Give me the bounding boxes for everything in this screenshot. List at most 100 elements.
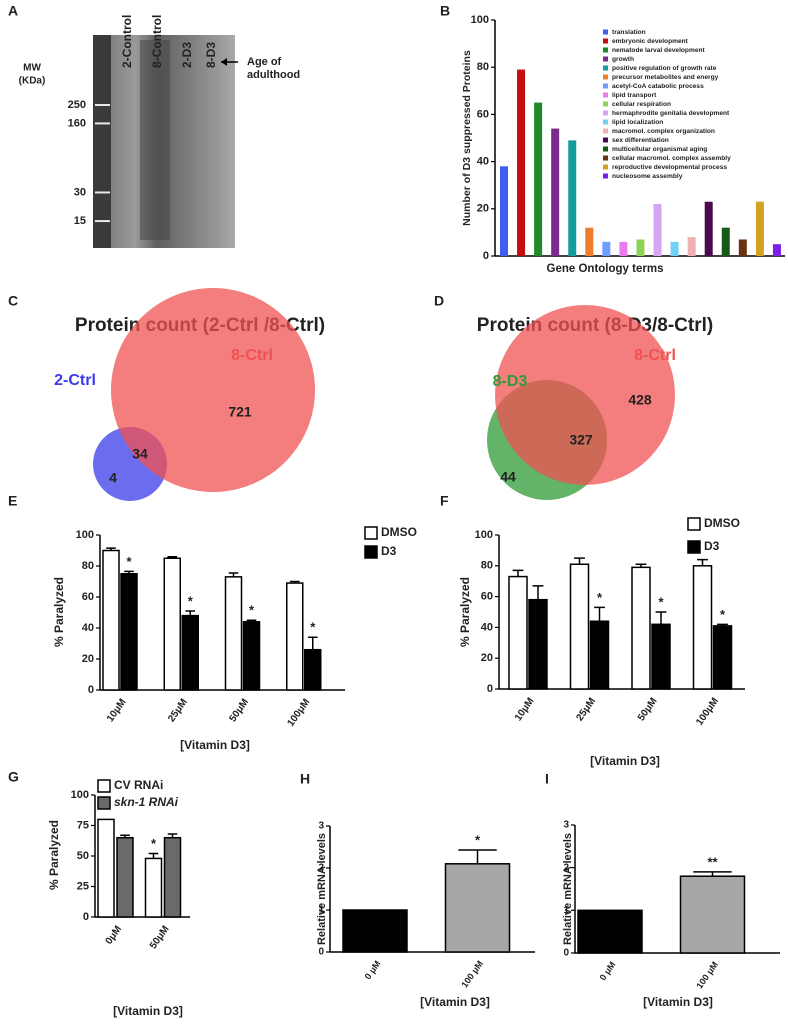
count-label: 721 <box>228 404 252 420</box>
error-bar <box>124 570 134 574</box>
lane-label: 8-Control <box>150 15 164 68</box>
y-tick-label: 100 <box>475 529 493 541</box>
y-tick-label: 0 <box>483 250 489 262</box>
bar <box>772 244 781 256</box>
x-axis-label: [Vitamin D3] <box>113 1004 183 1018</box>
gel-lane <box>140 40 170 240</box>
legend-label: DMSO <box>704 516 740 530</box>
x-tick-label: 100μM <box>694 696 721 728</box>
y-tick-label: 100 <box>471 14 489 26</box>
bar <box>636 239 645 256</box>
error-bar <box>594 606 605 622</box>
bar <box>619 241 628 256</box>
legend-label: multicellular organismal aging <box>612 146 707 153</box>
y-tick-label: 20 <box>477 203 489 215</box>
bar <box>163 557 181 691</box>
legend-label: cellular respiration <box>612 101 671 108</box>
bar <box>679 875 746 954</box>
x-tick-label: 10μM <box>513 696 537 723</box>
venn-circle <box>111 288 315 492</box>
significance-mark: * <box>597 590 603 605</box>
bar <box>712 625 733 690</box>
annotation: adulthood <box>247 69 300 81</box>
panel-label: E <box>8 493 17 509</box>
legend-label: nucleosome assembly <box>612 173 683 180</box>
bar <box>120 573 138 691</box>
legend-label: reproductive developmental process <box>612 164 727 171</box>
legend-swatch <box>603 38 608 44</box>
y-axis-label: % Paralyzed <box>52 577 66 647</box>
error-bar <box>185 610 196 616</box>
bar <box>602 241 611 256</box>
lane-label: 2-D3 <box>180 42 194 68</box>
y-tick-label: 60 <box>481 591 493 603</box>
bar <box>568 140 577 256</box>
marker-label: 30 <box>74 186 86 198</box>
legend-swatch <box>603 119 608 125</box>
significance-mark: * <box>126 554 132 569</box>
legend-label: sex differentiation <box>612 137 669 144</box>
error-bar <box>167 833 178 838</box>
bar <box>242 621 261 691</box>
y-tick-label: 100 <box>76 529 94 541</box>
bar <box>692 565 713 690</box>
legend-label: translation <box>612 29 646 36</box>
marker-label: 15 <box>74 215 86 227</box>
x-tick-label: 0 μM <box>598 960 618 983</box>
y-tick-label: 0 <box>83 911 89 923</box>
bar <box>704 201 713 256</box>
x-tick-label: 0μM <box>104 924 124 947</box>
marker-lane <box>93 35 111 248</box>
legend-swatch <box>603 155 608 161</box>
legend-swatch <box>603 101 608 107</box>
y-tick-label: 75 <box>77 819 89 831</box>
bar <box>342 909 408 953</box>
x-tick-label: 25μM <box>166 697 190 724</box>
bar <box>631 566 651 690</box>
y-axis-label: Relative mRNA levels <box>316 833 328 945</box>
legend-swatch <box>603 47 608 53</box>
annotation: Age of <box>247 56 282 68</box>
x-axis-label: [Vitamin D3] <box>180 738 250 752</box>
lane-label: 8-D3 <box>204 42 218 68</box>
bar <box>144 857 163 918</box>
bar <box>500 166 508 256</box>
bar <box>569 563 590 690</box>
y-tick-label: 40 <box>82 622 94 634</box>
bar <box>286 582 304 691</box>
error-bar <box>120 834 130 838</box>
bar <box>444 863 511 953</box>
x-axis-label: [Vitamin D3] <box>420 995 490 1009</box>
legend-label: macromol. complex organization <box>612 128 715 135</box>
set-label: 2-Ctrl <box>54 372 96 389</box>
y-tick-label: 2 <box>563 862 569 873</box>
legend-swatch <box>603 146 608 152</box>
legend-label: embryonic development <box>612 38 689 45</box>
legend-swatch <box>97 796 111 810</box>
legend-swatch <box>603 65 608 71</box>
y-axis-label: % Paralyzed <box>47 820 61 890</box>
y-tick-label: 0 <box>563 948 569 959</box>
error-bar <box>246 619 257 622</box>
legend-swatch <box>687 540 701 554</box>
y-tick-label: 60 <box>477 108 489 120</box>
bar <box>687 237 696 256</box>
legend-swatch <box>603 74 608 80</box>
panel-label: D <box>434 293 444 309</box>
bar <box>517 69 526 256</box>
y-tick-label: 25 <box>77 880 89 892</box>
x-tick-label: 100μM <box>285 697 312 729</box>
x-tick-label: 10μM <box>105 697 129 724</box>
error-bar <box>532 585 544 600</box>
bar <box>508 575 528 690</box>
y-tick-label: 0 <box>487 683 493 695</box>
y-tick-label: 50 <box>77 850 89 862</box>
bar <box>721 227 730 256</box>
bar <box>102 549 120 691</box>
legend-label: lipid localization <box>612 119 663 126</box>
error-bar <box>717 623 728 626</box>
x-axis-label: [Vitamin D3] <box>590 754 660 768</box>
bar <box>670 241 679 256</box>
